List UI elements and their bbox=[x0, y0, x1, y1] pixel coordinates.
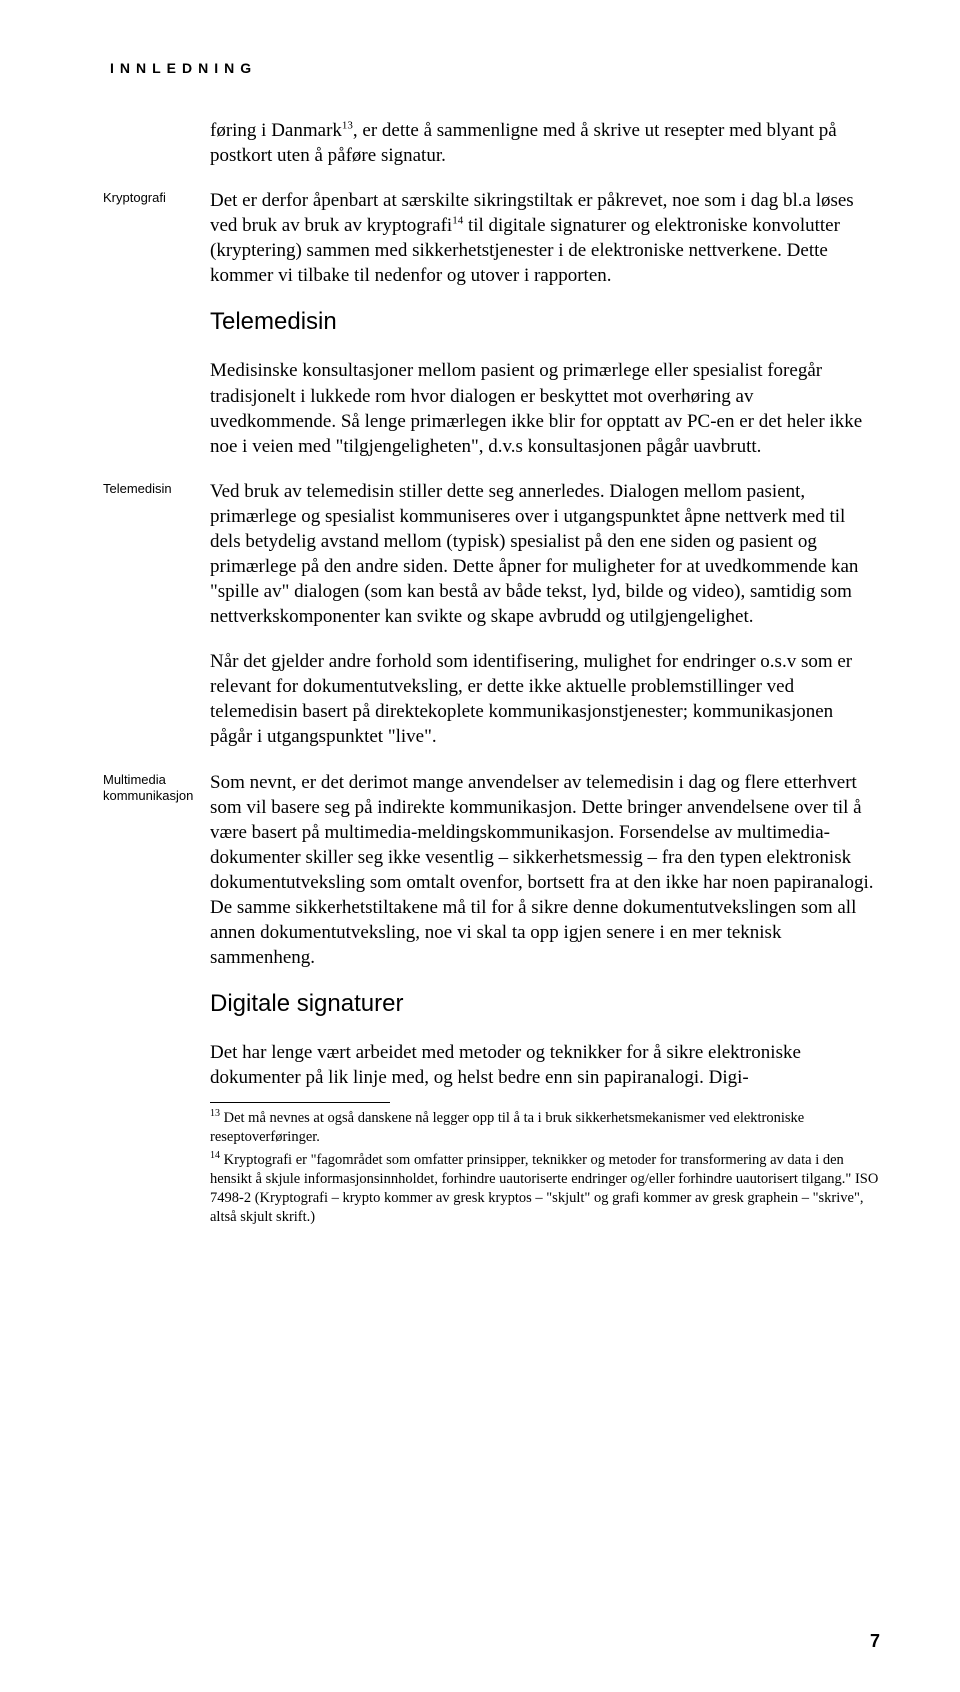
p4-text: Ved bruk av telemedisin stiller dette se… bbox=[210, 481, 858, 627]
paragraph-4: Telemedisin Ved bruk av telemedisin stil… bbox=[210, 479, 880, 629]
paragraph-1: føring i Danmark13, er dette å sammenlig… bbox=[210, 118, 880, 168]
p1-text-a: føring i Danmark bbox=[210, 120, 342, 141]
footnote-13: 13 Det må nevnes at også danskene nå leg… bbox=[210, 1109, 880, 1147]
p2-sup: 14 bbox=[452, 215, 463, 227]
page-number: 7 bbox=[870, 1631, 880, 1652]
footnote-14-text: Kryptografi er "fagområdet som omfatter … bbox=[210, 1152, 878, 1225]
margin-note-kryptografi: Kryptografi bbox=[103, 190, 198, 206]
p6-text: Som nevnt, er det derimot mange anvendel… bbox=[210, 772, 874, 969]
margin-note-telemedisin: Telemedisin bbox=[103, 481, 198, 497]
footnote-13-text: Det må nevnes at også danskene nå legger… bbox=[210, 1110, 804, 1145]
p1-sup: 13 bbox=[342, 120, 353, 132]
margin-note-multimedia: Multimedia kommunikasjon bbox=[103, 772, 198, 805]
footnote-14: 14 Kryptografi er "fagområdet som omfatt… bbox=[210, 1151, 880, 1226]
footnote-14-sup: 14 bbox=[210, 1150, 220, 1161]
paragraph-5: Når det gjelder andre forhold som identi… bbox=[210, 649, 880, 749]
heading-digitale-signaturer: Digitale signaturer bbox=[210, 990, 880, 1018]
paragraph-2: Kryptografi Det er derfor åpenbart at sæ… bbox=[210, 188, 880, 288]
footnote-13-sup: 13 bbox=[210, 1109, 220, 1120]
footnote-rule bbox=[210, 1102, 390, 1103]
paragraph-6: Multimedia kommunikasjon Som nevnt, er d… bbox=[210, 770, 880, 971]
main-content: føring i Danmark13, er dette å sammenlig… bbox=[210, 118, 880, 1226]
paragraph-7: Det har lenge vært arbeidet med metoder … bbox=[210, 1040, 880, 1090]
paragraph-3: Medisinske konsultasjoner mellom pasient… bbox=[210, 358, 880, 458]
running-header: INNLEDNING bbox=[110, 60, 880, 76]
heading-telemedisin: Telemedisin bbox=[210, 308, 880, 336]
